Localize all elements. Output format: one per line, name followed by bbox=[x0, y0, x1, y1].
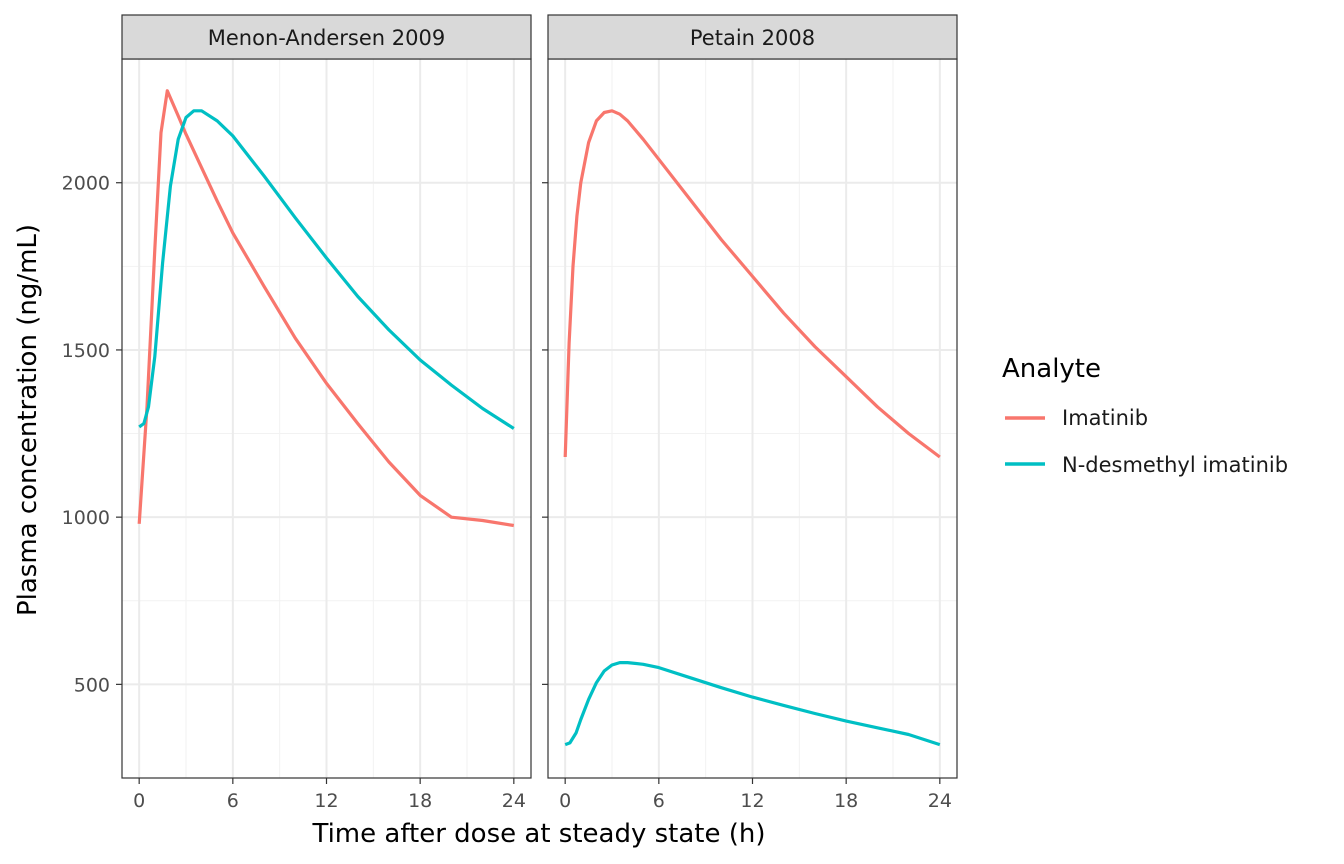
legend-title: Analyte bbox=[1002, 354, 1101, 384]
x-tick-label: 12 bbox=[740, 790, 764, 812]
y-tick-label: 1000 bbox=[62, 507, 110, 529]
x-axis-title: Time after dose at steady state (h) bbox=[312, 819, 766, 849]
x-tick-label: 12 bbox=[314, 790, 338, 812]
legend-label-imatinib: Imatinib bbox=[1062, 406, 1148, 430]
x-tick-label: 0 bbox=[559, 790, 571, 812]
legend-label-n-desmethyl-imatinib: N-desmethyl imatinib bbox=[1062, 453, 1288, 477]
x-tick-label: 24 bbox=[502, 790, 526, 812]
x-tick-label: 18 bbox=[834, 790, 858, 812]
series-line-n-desmethyl-imatinib bbox=[564, 661, 941, 747]
panel-2: Petain 2008 0 6 12 18 24 bbox=[542, 14, 958, 812]
x-tick-label: 6 bbox=[227, 790, 239, 812]
x-tick-label: 18 bbox=[408, 790, 432, 812]
facet-strip-label: Petain 2008 bbox=[690, 26, 815, 50]
series-line-imatinib bbox=[137, 89, 515, 528]
y-tick-label: 500 bbox=[74, 674, 110, 696]
x-tick-label: 6 bbox=[653, 790, 665, 812]
x-tick-label: 0 bbox=[133, 790, 145, 812]
facet-strip bbox=[547, 14, 958, 60]
panel-1: Menon-Andersen 2009 0 6 12 18 24 500 1000 1500 20… bbox=[62, 14, 532, 812]
y-axis-title: Plasma concentration (ng/mL) bbox=[13, 224, 43, 616]
facet-strip-label: Menon-Andersen 2009 bbox=[208, 26, 445, 50]
series-line-n-desmethyl-imatinib bbox=[138, 109, 515, 430]
x-tick-label: 24 bbox=[928, 790, 952, 812]
y-tick-label: 2000 bbox=[62, 173, 110, 195]
facet-strip bbox=[121, 14, 532, 60]
y-tick-label: 1500 bbox=[62, 340, 110, 362]
legend: Analyte Imatinib N-desmethyl imatinib bbox=[1002, 354, 1288, 477]
series-line-imatinib bbox=[563, 109, 941, 459]
